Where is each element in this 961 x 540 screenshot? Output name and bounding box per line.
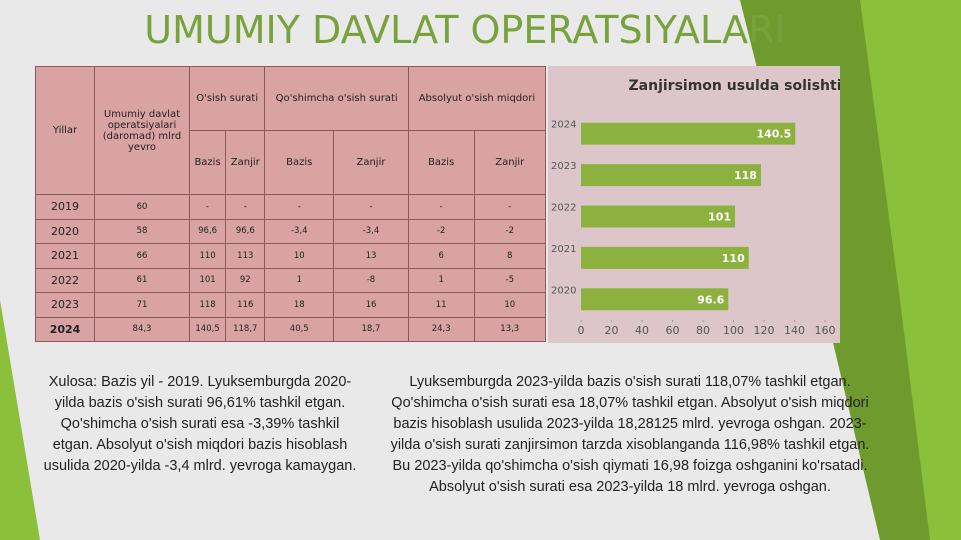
table-cell: 118 [188, 292, 227, 318]
table-cell: 96,6 [188, 218, 227, 244]
subheader-cell: Bazis [264, 130, 335, 195]
subheader-cell: Bazis [407, 130, 475, 195]
table-cell: -2 [473, 218, 547, 244]
header-cell: Umumiy davlat operatsiyalari (daromad) m… [94, 66, 190, 195]
table-cell: 6 [407, 243, 475, 269]
x-tick-label: 0 [578, 324, 585, 337]
table-cell: - [407, 194, 475, 220]
table-cell: 140,5 [188, 316, 227, 342]
data-label: 110 [722, 252, 745, 265]
table-cell: 113 [225, 243, 266, 269]
data-label: 101 [708, 211, 731, 224]
table-cell: -5 [473, 267, 547, 293]
table-cell: 118,7 [225, 316, 266, 342]
table-cell: 8 [473, 243, 547, 269]
data-label: 96.6 [697, 293, 724, 306]
table-row: 2024 84,3 140,5 118,7 40,5 18,7 24,3 13,3 [35, 316, 547, 342]
slide-title: UMUMIY DAVLAT OPERATSIYALARI [144, 8, 786, 52]
x-tick-label: 40 [635, 324, 649, 337]
header-cell: Qo'shimcha o'sish surati [264, 66, 409, 131]
header-cell: Absolyut o'sish miqdori [407, 66, 547, 131]
table-cell: - [333, 194, 409, 220]
table-cell: - [225, 194, 266, 220]
subheader-cell: Bazis [188, 130, 227, 195]
table-row: 2022 61 101 92 1 -8 1 -5 [35, 267, 547, 293]
table-cell: 10 [473, 292, 547, 318]
y-tick-label: 2020 [551, 285, 576, 296]
subheader-cell: Zanjir [225, 130, 266, 195]
green-shape [860, 0, 961, 540]
table-row: 2020 58 96,6 96,6 -3,4 -3,4 -2 -2 [35, 218, 547, 244]
table-cell: -2 [407, 218, 475, 244]
table-cell: -3,4 [333, 218, 409, 244]
table-cell: 116 [225, 292, 266, 318]
table-row: 2019 60- - - - - - [35, 194, 547, 220]
x-tick-label: 100 [723, 324, 744, 337]
table-cell: 10 [264, 243, 335, 269]
table-cell: 18,7 [333, 316, 409, 342]
bar [581, 164, 761, 187]
table-row: 2021 66 110 113 10 13 6 8 [35, 243, 547, 269]
table-cell: 71 [94, 292, 190, 318]
table-cell: -3,4 [264, 218, 335, 244]
y-tick-label: 2022 [551, 203, 576, 214]
table-cell: - [264, 194, 335, 220]
paragraph: Xulosa: Bazis yil - 2019. Lyuksemburgda … [43, 374, 357, 474]
table-cell: 13,3 [473, 316, 547, 342]
x-tick-label: 20 [605, 324, 619, 337]
subheader-cell: Zanjir [473, 130, 547, 195]
table-cell: 24,3 [407, 316, 475, 342]
header-cell: O'sish surati [188, 66, 266, 131]
x-tick-label: 80 [696, 324, 710, 337]
chart-title: Zanjirsimon usulda solishtiruv [629, 78, 841, 94]
table-cell: 16 [333, 292, 409, 318]
green-shape [0, 300, 40, 540]
table-cell: 96,6 [225, 218, 266, 244]
table-cell: 1 [264, 267, 335, 293]
table-row: 2023 71 118 116 18 16 11 10 [35, 292, 547, 318]
data-label: 140.5 [756, 128, 791, 141]
table-cell: 61 [94, 267, 190, 293]
table-cell: 2019 [35, 194, 95, 220]
table-cell: 40,5 [264, 316, 335, 342]
table-cell: 2021 [35, 243, 95, 269]
table-cell: 58 [94, 218, 190, 244]
chart: Zanjirsimon usulda solishtiruv 0 20 40 60 80… [548, 66, 840, 343]
data-label: 118 [734, 169, 757, 182]
table-cell: 2024 [35, 316, 95, 342]
table-cell: - [188, 194, 227, 220]
table-cell: 2020 [35, 218, 95, 244]
bar [581, 205, 736, 228]
table-cell: 66 [94, 243, 190, 269]
y-tick-label: 2023 [551, 161, 576, 172]
data-table: Yillar Umumiy davlat operatsiyalari (dar… [35, 66, 547, 342]
table-cell: 60 [94, 194, 190, 220]
table-cell: 110 [188, 243, 227, 269]
table-cell: 13 [333, 243, 409, 269]
table-cell: 2023 [35, 292, 95, 318]
x-tick-label: 140 [784, 324, 805, 337]
table-cell: 1 [407, 267, 475, 293]
x-tick-label: 60 [666, 324, 680, 337]
x-tick-label: 120 [754, 324, 775, 337]
x-tick-label: 160 [815, 324, 836, 337]
table-cell: 18 [264, 292, 335, 318]
table-cell: 92 [225, 267, 266, 293]
table-cell: 11 [407, 292, 475, 318]
bar [581, 288, 729, 311]
y-tick-label: 2024 [551, 120, 576, 131]
table-cell: 2022 [35, 267, 95, 293]
y-tick-label: 2021 [551, 244, 576, 255]
bar [581, 246, 749, 269]
subheader-cell: Zanjir [333, 130, 409, 195]
header-cell: Yillar [35, 66, 95, 195]
table-cell: 84,3 [94, 316, 190, 342]
table-cell: 101 [188, 267, 227, 293]
table-cell: -8 [333, 267, 409, 293]
paragraph: Lyuksemburgda 2023-yilda bazis o'sish su… [390, 374, 870, 495]
bar [581, 122, 796, 145]
table-cell: - [473, 194, 547, 220]
